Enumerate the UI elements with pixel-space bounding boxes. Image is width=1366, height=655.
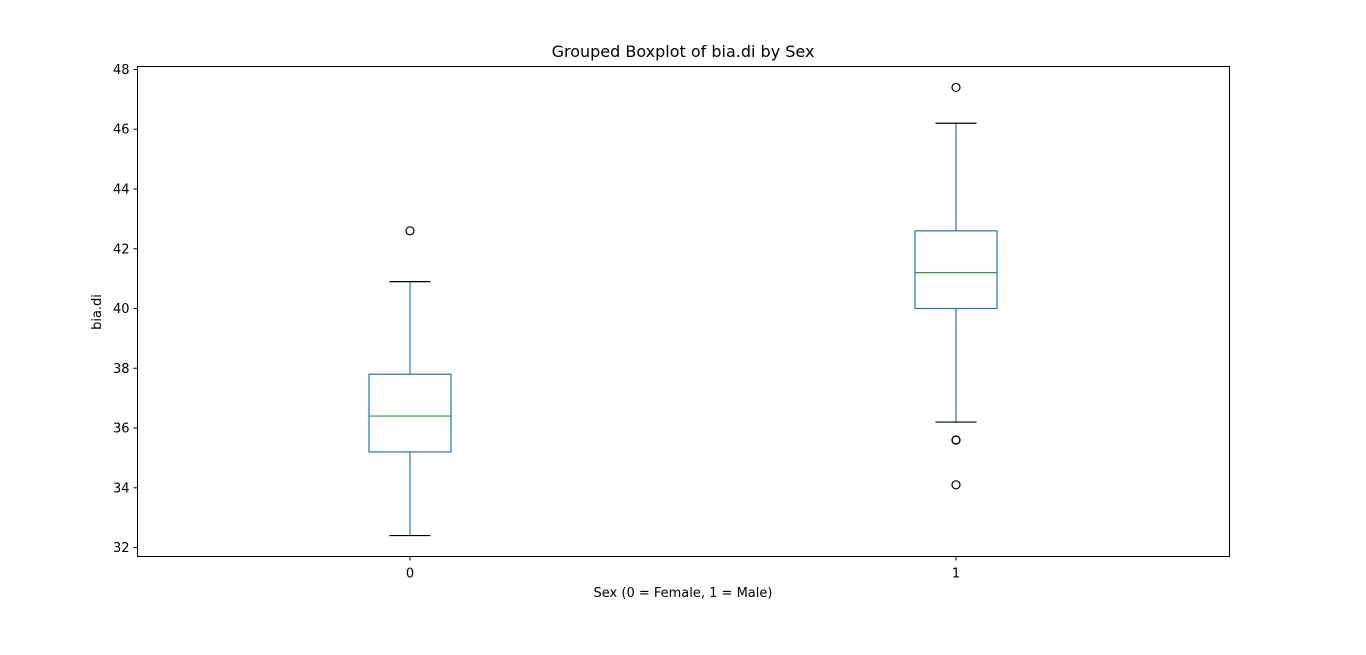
iqr-box bbox=[914, 230, 998, 310]
box-group-1 bbox=[914, 82, 998, 490]
x-tick-label: 0 bbox=[406, 567, 414, 582]
y-tick-label: 34 bbox=[113, 481, 130, 496]
y-tick-label: 46 bbox=[113, 123, 130, 138]
y-tick-label: 48 bbox=[113, 63, 130, 78]
y-tick-label: 36 bbox=[113, 422, 130, 437]
y-tick-label: 42 bbox=[113, 242, 130, 257]
outlier-point bbox=[951, 82, 961, 93]
iqr-box bbox=[368, 373, 452, 453]
y-axis-label: bia.di bbox=[90, 294, 105, 330]
outlier-point bbox=[405, 226, 415, 236]
chart-title: Grouped Boxplot of bia.di by Sex bbox=[552, 42, 815, 61]
y-tick-label: 38 bbox=[113, 362, 130, 377]
y-tick-label: 44 bbox=[113, 183, 130, 198]
x-axis-label: Sex (0 = Female, 1 = Male) bbox=[594, 586, 773, 601]
box-group-0 bbox=[368, 226, 452, 537]
boxes-group bbox=[368, 82, 998, 537]
y-axis: 32 34 36 38 40 42 44 46 48 bbox=[113, 63, 138, 556]
y-tick-label: 32 bbox=[113, 541, 130, 556]
x-tick-label: 1 bbox=[952, 567, 960, 582]
y-tick-label: 40 bbox=[113, 302, 130, 317]
outlier-point bbox=[951, 480, 961, 490]
outlier-point bbox=[951, 435, 961, 445]
plot-area-frame bbox=[137, 66, 1230, 557]
